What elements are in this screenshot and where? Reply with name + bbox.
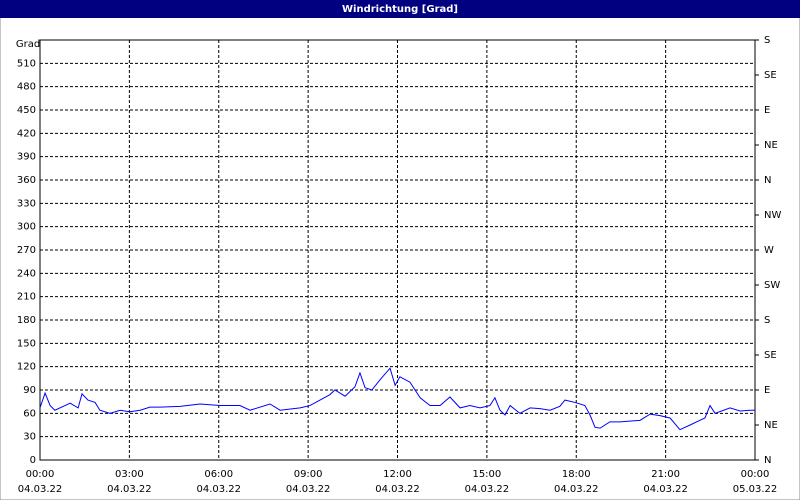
y2-tick-label: E [764, 105, 770, 116]
y2-tick-label: N [764, 455, 771, 466]
x-tick-date: 04.03.22 [643, 484, 688, 495]
y2-tick-label: NE [764, 140, 778, 151]
y2-tick-label: SE [764, 350, 777, 361]
x-tick-date: 05.03.22 [733, 484, 778, 495]
x-tick-date: 04.03.22 [196, 484, 241, 495]
y-tick-label: 210 [17, 292, 36, 303]
y-tick-label: 240 [17, 268, 36, 279]
x-tick-label: 15:00 [472, 469, 501, 480]
y-tick-label: 270 [17, 245, 36, 256]
y-tick-label: 90 [23, 385, 36, 396]
x-tick-label: 00:00 [26, 469, 55, 480]
x-tick-label: 12:00 [383, 469, 412, 480]
data-line [39, 367, 755, 431]
y-tick-label: 420 [17, 128, 36, 139]
y2-tick-label: NW [764, 210, 781, 221]
y-tick-label: 390 [17, 152, 36, 163]
x-tick-label: 06:00 [204, 469, 233, 480]
x-tick-date: 04.03.22 [465, 484, 510, 495]
x-tick-date: 04.03.22 [18, 484, 63, 495]
y-tick-label: 60 [23, 408, 36, 419]
y2-tick-label: W [764, 245, 774, 256]
y-axis-label: Grad [16, 39, 40, 50]
chart-title: Windrichtung [Grad] [342, 4, 458, 15]
y-tick-label: 480 [17, 82, 36, 93]
x-tick-label: 09:00 [294, 469, 323, 480]
y2-tick-label: S [764, 35, 770, 46]
x-tick-date: 04.03.22 [286, 484, 331, 495]
x-tick-date: 04.03.22 [554, 484, 599, 495]
y2-tick-label: NE [764, 420, 778, 431]
y2-tick-label: SE [764, 70, 777, 81]
y2-tick-label: S [764, 315, 770, 326]
y-tick-label: 360 [17, 175, 36, 186]
y-tick-label: 0 [30, 455, 36, 466]
x-tick-label: 21:00 [651, 469, 680, 480]
y-tick-label: 180 [17, 315, 36, 326]
x-tick-label: 00:00 [741, 469, 770, 480]
y2-tick-label: E [764, 385, 770, 396]
y-tick-label: 330 [17, 198, 36, 209]
y-tick-label: 510 [17, 58, 36, 69]
y2-tick-label: SW [764, 280, 780, 291]
y2-tick-label: N [764, 175, 771, 186]
x-tick-label: 18:00 [562, 469, 591, 480]
x-tick-date: 04.03.22 [375, 484, 420, 495]
y-tick-label: 120 [17, 362, 36, 373]
x-tick-date: 04.03.22 [107, 484, 152, 495]
y-tick-label: 300 [17, 222, 36, 233]
y-tick-label: 30 [23, 432, 36, 443]
title-bar [0, 0, 800, 18]
x-tick-label: 03:00 [115, 469, 144, 480]
y-tick-label: 150 [17, 338, 36, 349]
y-tick-label: 450 [17, 105, 36, 116]
